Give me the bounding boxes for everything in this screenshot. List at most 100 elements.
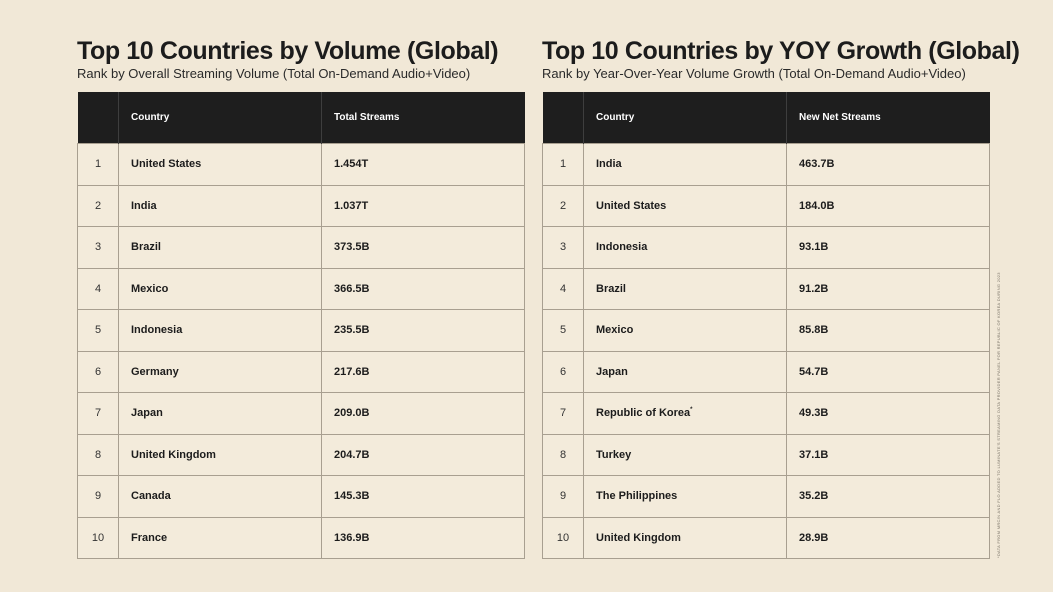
value-cell: 463.7B	[786, 143, 990, 186]
rank-header	[77, 92, 119, 144]
rank-cell: 7	[542, 392, 584, 435]
rank-cell: 9	[77, 475, 119, 518]
value-cell: 1.037T	[321, 184, 525, 227]
table-row: 10 France 136.9B	[77, 516, 525, 559]
new-net-streams-header: New Net Streams	[786, 92, 990, 144]
country-header: Country	[118, 92, 322, 144]
country-cell: United States	[118, 143, 322, 186]
country-cell: Indonesia	[583, 226, 787, 269]
rank-cell: 2	[542, 184, 584, 227]
rank-cell: 6	[542, 350, 584, 393]
rank-cell: 4	[542, 267, 584, 310]
country-cell: Indonesia	[118, 309, 322, 352]
table-header-row: Country New Net Streams	[542, 92, 990, 144]
rank-cell: 2	[77, 184, 119, 227]
value-cell: 217.6B	[321, 350, 525, 393]
rank-cell: 3	[77, 226, 119, 269]
growth-title: Top 10 Countries by YOY Growth (Global)	[542, 37, 1020, 65]
volume-panel: Top 10 Countries by Volume (Global) Rank…	[77, 36, 525, 559]
table-row: 3 Brazil 373.5B	[77, 226, 525, 269]
table-row: 7 Republic of Korea* 49.3B	[542, 392, 990, 435]
footnote-text: *DATA FROM MRC/N AND FLO ADDED TO LUMINA…	[996, 272, 1001, 558]
value-cell: 85.8B	[786, 309, 990, 352]
country-cell: Republic of Korea*	[583, 392, 787, 435]
country-cell: India	[583, 143, 787, 186]
rank-cell: 7	[77, 392, 119, 435]
table-row: 4 Brazil 91.2B	[542, 267, 990, 310]
value-cell: 49.3B	[786, 392, 990, 435]
country-cell: Brazil	[583, 267, 787, 310]
country-cell: India	[118, 184, 322, 227]
growth-subtitle: Rank by Year-Over-Year Volume Growth (To…	[542, 66, 966, 81]
value-cell: 204.7B	[321, 433, 525, 476]
value-cell: 136.9B	[321, 516, 525, 559]
rank-cell: 5	[542, 309, 584, 352]
table-row: 5 Indonesia 235.5B	[77, 309, 525, 352]
table-row: 2 United States 184.0B	[542, 184, 990, 227]
table-row: 7 Japan 209.0B	[77, 392, 525, 435]
country-cell: United Kingdom	[583, 516, 787, 559]
table-header-row: Country Total Streams	[77, 92, 525, 144]
rank-cell: 8	[77, 433, 119, 476]
value-cell: 28.9B	[786, 516, 990, 559]
table-row: 1 India 463.7B	[542, 143, 990, 186]
country-cell: Brazil	[118, 226, 322, 269]
table-row: 1 United States 1.454T	[77, 143, 525, 186]
value-cell: 235.5B	[321, 309, 525, 352]
table-row: 6 Japan 54.7B	[542, 350, 990, 393]
value-cell: 37.1B	[786, 433, 990, 476]
country-name: Republic of Korea	[596, 407, 691, 420]
volume-title: Top 10 Countries by Volume (Global)	[77, 37, 499, 65]
rank-cell: 8	[542, 433, 584, 476]
rank-cell: 4	[77, 267, 119, 310]
table-row: 6 Germany 217.6B	[77, 350, 525, 393]
table-row: 8 Turkey 37.1B	[542, 433, 990, 476]
table-row: 10 United Kingdom 28.9B	[542, 516, 990, 559]
rank-cell: 10	[542, 516, 584, 559]
value-cell: 145.3B	[321, 475, 525, 518]
country-cell: France	[118, 516, 322, 559]
country-cell: Japan	[583, 350, 787, 393]
country-cell: United States	[583, 184, 787, 227]
volume-table: Country Total Streams 1 United States 1.…	[77, 92, 525, 559]
table-row: 3 Indonesia 93.1B	[542, 226, 990, 269]
country-header: Country	[583, 92, 787, 144]
table-row: 9 The Philippines 35.2B	[542, 475, 990, 518]
rank-cell: 6	[77, 350, 119, 393]
value-cell: 209.0B	[321, 392, 525, 435]
country-cell: Mexico	[583, 309, 787, 352]
value-cell: 366.5B	[321, 267, 525, 310]
value-cell: 91.2B	[786, 267, 990, 310]
value-cell: 373.5B	[321, 226, 525, 269]
country-cell: Canada	[118, 475, 322, 518]
growth-table: Country New Net Streams 1 India 463.7B 2…	[542, 92, 990, 559]
value-cell: 93.1B	[786, 226, 990, 269]
growth-panel: Top 10 Countries by YOY Growth (Global) …	[542, 36, 1020, 559]
value-cell: 184.0B	[786, 184, 990, 227]
value-cell: 35.2B	[786, 475, 990, 518]
rank-cell: 9	[542, 475, 584, 518]
country-cell: Turkey	[583, 433, 787, 476]
table-row: 4 Mexico 366.5B	[77, 267, 525, 310]
country-cell: Germany	[118, 350, 322, 393]
rank-cell: 3	[542, 226, 584, 269]
footnote-marker: *	[690, 407, 693, 414]
country-cell: Japan	[118, 392, 322, 435]
rank-cell: 1	[542, 143, 584, 186]
country-cell: United Kingdom	[118, 433, 322, 476]
value-cell: 1.454T	[321, 143, 525, 186]
country-cell: Mexico	[118, 267, 322, 310]
rank-cell: 1	[77, 143, 119, 186]
rank-header	[542, 92, 584, 144]
table-row: 9 Canada 145.3B	[77, 475, 525, 518]
table-row: 2 India 1.037T	[77, 184, 525, 227]
total-streams-header: Total Streams	[321, 92, 525, 144]
table-row: 5 Mexico 85.8B	[542, 309, 990, 352]
rank-cell: 10	[77, 516, 119, 559]
country-cell: The Philippines	[583, 475, 787, 518]
footnote: *DATA FROM MRC/N AND FLO ADDED TO LUMINA…	[996, 268, 1006, 558]
volume-subtitle: Rank by Overall Streaming Volume (Total …	[77, 66, 471, 81]
table-row: 8 United Kingdom 204.7B	[77, 433, 525, 476]
value-cell: 54.7B	[786, 350, 990, 393]
rank-cell: 5	[77, 309, 119, 352]
